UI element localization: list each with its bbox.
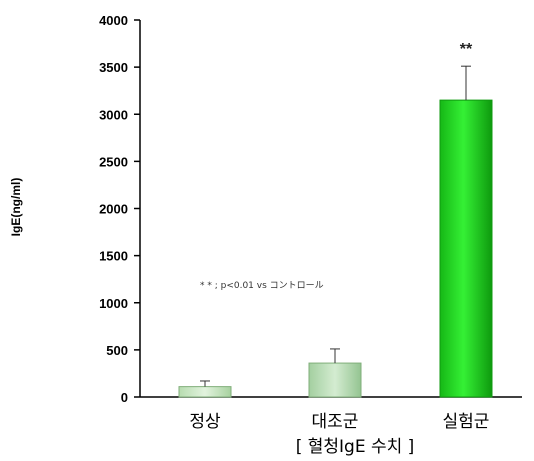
error-bars (200, 65, 471, 387)
y-tick-label: 2500 (99, 154, 128, 169)
y-axis-label: IgE(ng/ml) (9, 178, 23, 237)
y-tick-label: 3000 (99, 107, 128, 122)
bars (178, 99, 493, 398)
y-tick-label: 3500 (99, 60, 128, 75)
significance-marks: ** (460, 41, 473, 58)
y-tick-label: 4000 (99, 13, 128, 28)
chart-title: [ 혈청IgE 수치 ] (296, 437, 415, 457)
y-tick-label: 0 (121, 390, 128, 405)
bar (178, 386, 232, 398)
y-tick-label: 1500 (99, 249, 128, 264)
bar (439, 99, 493, 398)
y-tick-label: 1000 (99, 296, 128, 311)
significance-note: * * ; p<0.01 vs コントロール (200, 281, 324, 291)
x-tick-label: 대조군 (312, 412, 359, 432)
y-axis: 0 500 1000 1500 2000 2500 3000 3500 4000 (99, 13, 141, 405)
bar (308, 362, 362, 398)
x-tick-label: 정상 (189, 412, 221, 432)
category-labels: 정상 대조군 실험군 (189, 412, 489, 432)
x-tick-label: 실험군 (443, 412, 490, 432)
y-tick-label: 500 (106, 343, 128, 358)
y-tick-label: 2000 (99, 202, 128, 217)
significance-mark: ** (460, 41, 473, 58)
